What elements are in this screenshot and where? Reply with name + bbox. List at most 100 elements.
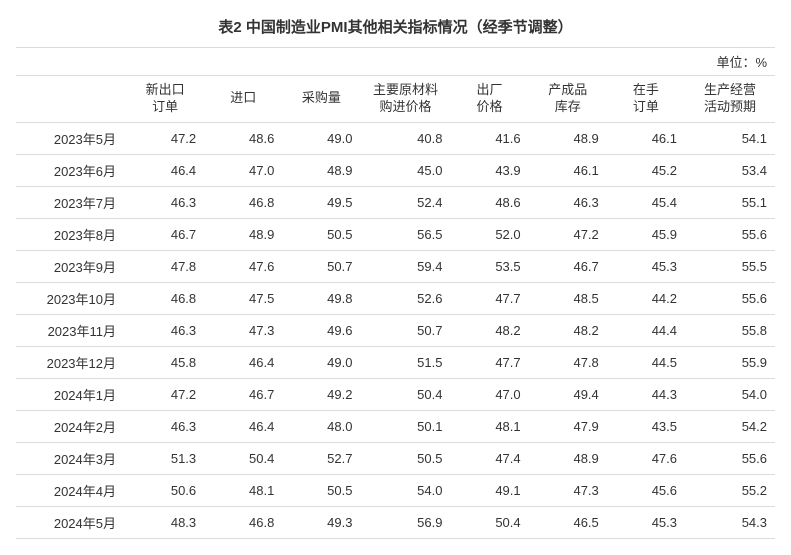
- cell-period: 2023年11月: [16, 314, 126, 346]
- cell-value: 50.6: [126, 474, 204, 506]
- cell-value: 50.4: [450, 506, 528, 538]
- cell-value: 49.4: [529, 378, 607, 410]
- cell-period: 2023年10月: [16, 282, 126, 314]
- cell-value: 52.4: [360, 186, 450, 218]
- cell-value: 49.1: [450, 474, 528, 506]
- table-header: 新出口 订单 进口 采购量 主要原材料 购进价格 出厂 价格 产成品 库存 在手…: [16, 76, 775, 123]
- col-finished-goods-inventory: 产成品 库存: [529, 76, 607, 123]
- cell-value: 46.1: [529, 154, 607, 186]
- cell-value: 55.9: [685, 346, 775, 378]
- cell-value: 48.2: [529, 314, 607, 346]
- cell-value: 47.3: [529, 474, 607, 506]
- cell-value: 55.2: [685, 474, 775, 506]
- cell-value: 55.6: [685, 442, 775, 474]
- cell-value: 54.0: [360, 474, 450, 506]
- cell-value: 55.5: [685, 250, 775, 282]
- cell-value: 47.5: [204, 282, 282, 314]
- cell-period: 2023年12月: [16, 346, 126, 378]
- cell-value: 48.1: [204, 474, 282, 506]
- header-row: 新出口 订单 进口 采购量 主要原材料 购进价格 出厂 价格 产成品 库存 在手…: [16, 76, 775, 123]
- cell-value: 47.0: [450, 378, 528, 410]
- cell-value: 48.6: [450, 186, 528, 218]
- cell-value: 47.8: [126, 250, 204, 282]
- cell-value: 47.7: [450, 282, 528, 314]
- cell-value: 45.9: [607, 218, 685, 250]
- cell-value: 47.6: [204, 250, 282, 282]
- cell-value: 40.8: [360, 122, 450, 154]
- cell-value: 48.9: [529, 442, 607, 474]
- cell-period: 2023年5月: [16, 122, 126, 154]
- cell-value: 48.0: [282, 410, 360, 442]
- cell-value: 47.2: [126, 122, 204, 154]
- cell-value: 44.5: [607, 346, 685, 378]
- cell-value: 46.3: [126, 314, 204, 346]
- cell-period: 2023年8月: [16, 218, 126, 250]
- table-row: 2023年10月46.847.549.852.647.748.544.255.6: [16, 282, 775, 314]
- unit-label: 单位：%: [16, 47, 775, 75]
- cell-value: 48.5: [529, 282, 607, 314]
- cell-period: 2023年9月: [16, 250, 126, 282]
- table-row: 2023年5月47.248.649.040.841.648.946.154.1: [16, 122, 775, 154]
- cell-value: 48.9: [529, 122, 607, 154]
- cell-value: 56.5: [360, 218, 450, 250]
- cell-value: 46.4: [204, 410, 282, 442]
- cell-value: 49.5: [282, 186, 360, 218]
- cell-value: 45.4: [607, 186, 685, 218]
- cell-value: 43.9: [450, 154, 528, 186]
- cell-value: 46.8: [204, 186, 282, 218]
- cell-value: 54.1: [685, 122, 775, 154]
- cell-period: 2024年1月: [16, 378, 126, 410]
- col-backlog-orders: 在手 订单: [607, 76, 685, 123]
- cell-value: 54.2: [685, 410, 775, 442]
- pmi-table: 新出口 订单 进口 采购量 主要原材料 购进价格 出厂 价格 产成品 库存 在手…: [16, 75, 775, 539]
- col-business-expectation: 生产经营 活动预期: [685, 76, 775, 123]
- table-row: 2024年3月51.350.452.750.547.448.947.655.6: [16, 442, 775, 474]
- cell-value: 46.7: [529, 250, 607, 282]
- cell-value: 46.4: [204, 346, 282, 378]
- table-row: 2023年9月47.847.650.759.453.546.745.355.5: [16, 250, 775, 282]
- cell-value: 49.2: [282, 378, 360, 410]
- cell-value: 41.6: [450, 122, 528, 154]
- col-new-export-orders: 新出口 订单: [126, 76, 204, 123]
- cell-value: 49.6: [282, 314, 360, 346]
- cell-value: 48.9: [204, 218, 282, 250]
- cell-value: 48.2: [450, 314, 528, 346]
- col-purchase-qty: 采购量: [282, 76, 360, 123]
- cell-value: 47.4: [450, 442, 528, 474]
- cell-value: 52.7: [282, 442, 360, 474]
- cell-value: 52.0: [450, 218, 528, 250]
- cell-period: 2024年4月: [16, 474, 126, 506]
- table-row: 2023年7月46.346.849.552.448.646.345.455.1: [16, 186, 775, 218]
- cell-value: 50.1: [360, 410, 450, 442]
- cell-value: 50.7: [360, 314, 450, 346]
- cell-value: 47.9: [529, 410, 607, 442]
- col-output-price: 出厂 价格: [450, 76, 528, 123]
- cell-value: 51.3: [126, 442, 204, 474]
- cell-value: 46.3: [126, 186, 204, 218]
- cell-value: 46.4: [126, 154, 204, 186]
- cell-value: 50.4: [204, 442, 282, 474]
- cell-value: 45.3: [607, 250, 685, 282]
- cell-value: 45.6: [607, 474, 685, 506]
- cell-value: 47.7: [450, 346, 528, 378]
- cell-value: 56.9: [360, 506, 450, 538]
- cell-period: 2024年3月: [16, 442, 126, 474]
- cell-value: 59.4: [360, 250, 450, 282]
- cell-value: 55.6: [685, 282, 775, 314]
- cell-value: 48.9: [282, 154, 360, 186]
- table-row: 2023年8月46.748.950.556.552.047.245.955.6: [16, 218, 775, 250]
- cell-value: 43.5: [607, 410, 685, 442]
- cell-value: 55.1: [685, 186, 775, 218]
- cell-value: 44.2: [607, 282, 685, 314]
- cell-value: 47.0: [204, 154, 282, 186]
- cell-value: 48.1: [450, 410, 528, 442]
- cell-value: 46.5: [529, 506, 607, 538]
- cell-value: 46.8: [126, 282, 204, 314]
- cell-value: 51.5: [360, 346, 450, 378]
- cell-value: 49.3: [282, 506, 360, 538]
- cell-period: 2024年2月: [16, 410, 126, 442]
- table-title: 表2 中国制造业PMI其他相关指标情况（经季节调整）: [16, 16, 775, 37]
- cell-value: 45.3: [607, 506, 685, 538]
- cell-period: 2024年5月: [16, 506, 126, 538]
- cell-value: 47.2: [126, 378, 204, 410]
